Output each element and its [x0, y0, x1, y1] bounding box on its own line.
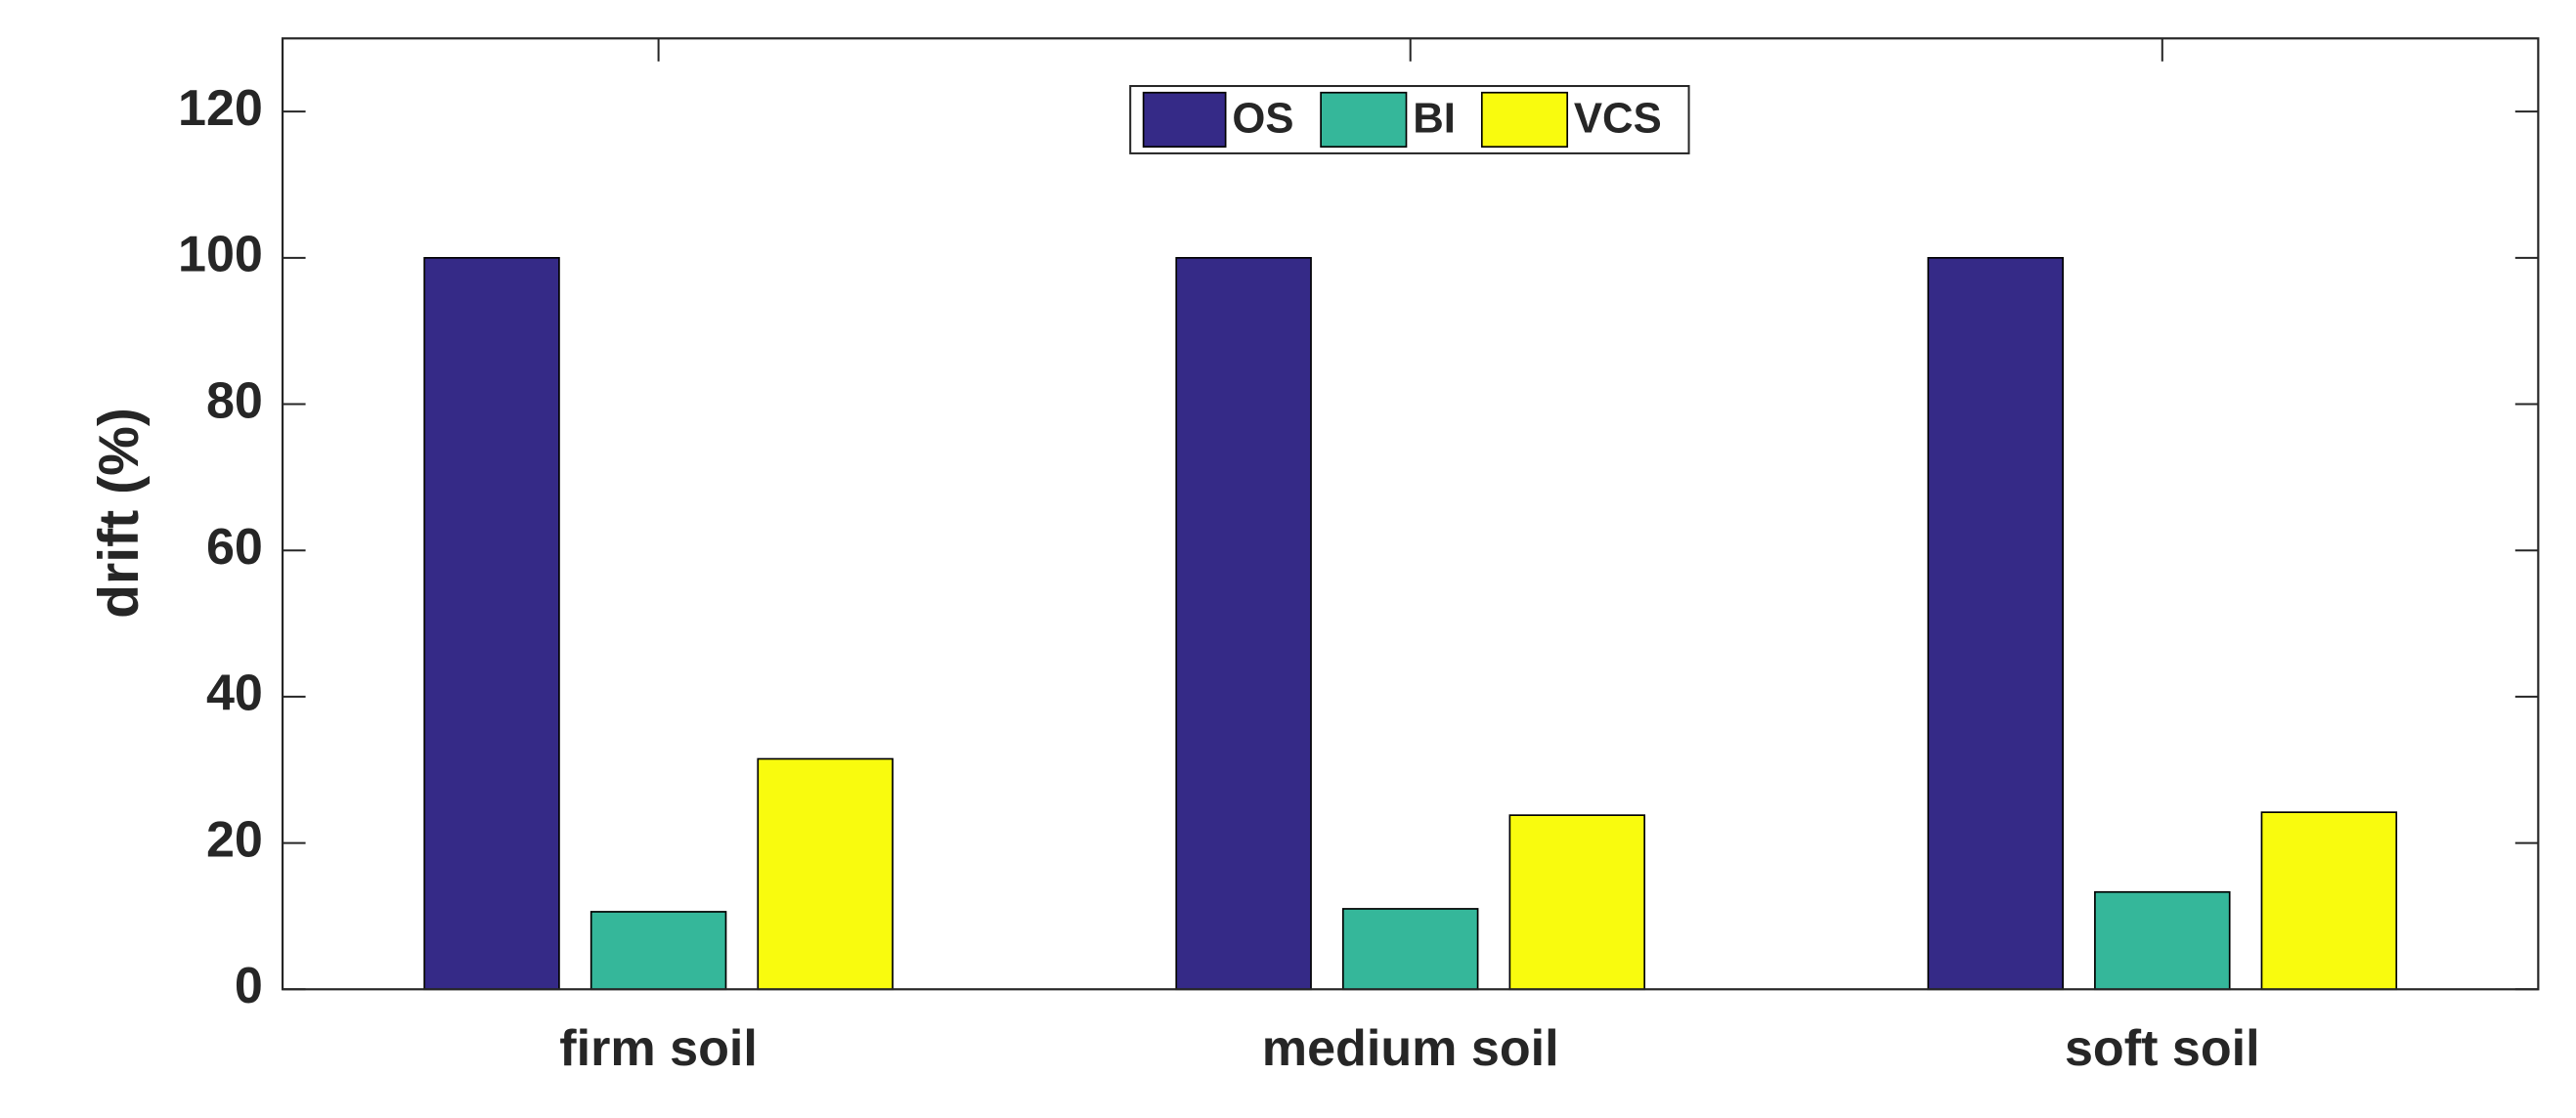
x-tick-label: soft soil	[2065, 1020, 2260, 1077]
legend-label: OS	[1232, 95, 1293, 143]
bar	[1341, 908, 1479, 991]
bar	[757, 757, 894, 991]
y-tick-label: 20	[206, 811, 263, 868]
bar	[1175, 256, 1312, 991]
y-tick-label: 40	[206, 666, 263, 722]
x-tick-label: firm soil	[559, 1020, 758, 1077]
legend-swatch	[1142, 91, 1227, 149]
bar	[1927, 256, 2064, 991]
y-tick-label: 60	[206, 519, 263, 576]
legend-swatch	[1320, 91, 1408, 149]
bar	[2260, 811, 2398, 991]
legend-label: BI	[1413, 95, 1456, 143]
y-axis-label: drift (%)	[88, 408, 151, 619]
plot-frame	[281, 37, 2540, 991]
bar	[423, 256, 560, 991]
y-tick-label: 80	[206, 372, 263, 429]
legend-label: VCS	[1574, 95, 1662, 143]
bar	[589, 911, 727, 991]
y-tick-label: 100	[178, 227, 263, 283]
legend-swatch	[1480, 91, 1569, 149]
y-tick-label: 0	[235, 958, 263, 1014]
y-tick-label: 120	[178, 80, 263, 137]
x-tick-label: medium soil	[1262, 1020, 1559, 1077]
bar	[2094, 890, 2231, 991]
bar	[1508, 814, 1646, 991]
